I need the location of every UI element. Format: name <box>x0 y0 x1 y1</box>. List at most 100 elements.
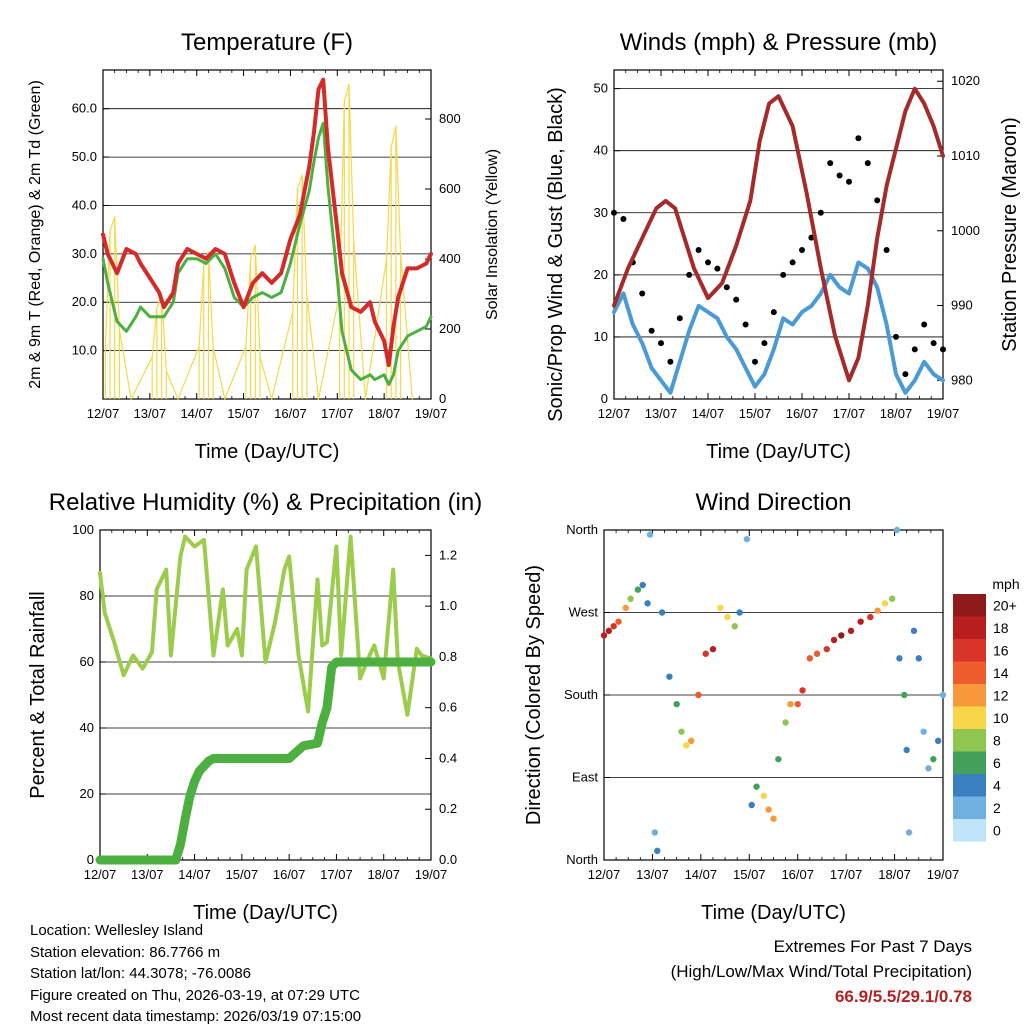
gust-point <box>695 247 702 254</box>
humidity-line <box>98 534 433 717</box>
gust-point <box>902 371 909 378</box>
direction-point <box>673 700 680 708</box>
colorbar-label: 2 <box>993 800 1001 816</box>
gust-point <box>667 358 674 365</box>
humidity-y2tick-label: 0.6 <box>439 700 457 715</box>
temperature-ytick-label: 60.0 <box>72 101 97 116</box>
direction-point <box>651 829 659 836</box>
temperature-xtick-label: 16/07 <box>274 406 307 421</box>
direction-point <box>615 618 622 625</box>
temperature-y2tick-label: 800 <box>439 111 461 126</box>
direction-point <box>888 595 896 602</box>
temperature-ylabel: 2m & 9m T (Red, Orange) & 2m Td (Green) <box>27 80 44 389</box>
direction-point <box>753 783 760 790</box>
wind_direction-ytick-label: South <box>564 687 598 702</box>
humidity-xlabel: Time (Day/UTC) <box>193 902 338 924</box>
winds-title: Winds (mph) & Pressure (mb) <box>620 29 937 56</box>
direction-point <box>658 609 666 616</box>
extremes-values: 66.9/5.5/29.1/0.78 <box>834 987 972 1006</box>
colorbar-label: 12 <box>993 687 1009 703</box>
gust-point <box>940 346 946 353</box>
direction-point <box>610 623 617 630</box>
colorbar-title: mph <box>992 576 1019 592</box>
winds-xtick-label: 13/07 <box>645 406 678 421</box>
colorbar-swatch <box>953 616 986 639</box>
station-info: Location: Wellesley Island Station eleva… <box>30 920 361 1028</box>
temperature-ytick-label: 30.0 <box>72 246 97 261</box>
gust-point <box>827 160 834 167</box>
gust-point <box>686 271 693 278</box>
temperature-line <box>101 77 433 368</box>
colorbar-swatch <box>953 729 986 752</box>
colorbar-swatch <box>953 819 986 842</box>
winds-xtick-label: 17/07 <box>833 406 866 421</box>
gust-point <box>921 321 928 328</box>
recent-text: Most recent data timestamp: 2026/03/19 0… <box>30 1008 362 1025</box>
humidity-ytick-label: 100 <box>72 522 94 537</box>
colorbar-label: 14 <box>993 665 1009 681</box>
gust-point <box>846 178 852 185</box>
colorbar-label: 10 <box>993 710 1009 726</box>
direction-point <box>874 607 881 614</box>
gust-point <box>714 265 721 272</box>
temperature-title: Temperature (F) <box>181 29 353 56</box>
gust-point <box>723 284 730 291</box>
gust-point <box>733 296 740 303</box>
gust-point <box>742 321 749 328</box>
direction-point <box>920 728 927 735</box>
direction-point <box>830 636 838 644</box>
gust-point <box>836 172 843 179</box>
direction-point <box>724 613 731 621</box>
direction-point <box>644 600 651 607</box>
direction-point <box>930 755 937 763</box>
direction-point <box>893 526 901 534</box>
gust-point <box>874 197 881 204</box>
direction-point <box>823 645 830 653</box>
direction-point <box>770 815 777 822</box>
gust-point <box>930 340 937 347</box>
wind_direction-xtick-label: 17/07 <box>830 867 863 882</box>
humidity-ytick-label: 0 <box>87 852 94 867</box>
direction-point <box>634 586 642 593</box>
colorbar-label: 6 <box>993 755 1001 771</box>
colorbar-swatch <box>953 751 986 774</box>
humidity-ytick-label: 20 <box>80 786 94 801</box>
temperature-xtick-label: 19/07 <box>415 406 448 421</box>
direction-point <box>666 673 673 680</box>
colorbar-label: 0 <box>993 822 1001 838</box>
colorbar-swatch <box>953 594 986 617</box>
temperature-ytick-label: 20.0 <box>72 294 97 309</box>
humidity-xtick-label: 19/07 <box>415 867 448 882</box>
gust-point <box>799 247 805 254</box>
winds-xtick-label: 15/07 <box>739 406 772 421</box>
direction-point <box>646 531 654 538</box>
winds-ylabel: Sonic/Prop Wind & Gust (Blue, Black) <box>545 87 567 422</box>
gust-point <box>639 290 646 297</box>
direction-point <box>934 737 942 745</box>
wind_direction-ytick-label: West <box>569 605 599 620</box>
direction-point <box>743 535 751 543</box>
direction-point <box>867 613 874 621</box>
wind_direction-ytick-label: East <box>572 770 598 785</box>
extremes-subtitle: (High/Low/Max Wind/Total Precipitation) <box>670 962 972 981</box>
colorbar-label: 18 <box>993 620 1009 636</box>
direction-point <box>806 655 814 662</box>
gust-point <box>648 327 655 334</box>
humidity-xtick-label: 13/07 <box>131 867 164 882</box>
wind_direction-xlabel: Time (Day/UTC) <box>701 902 846 924</box>
winds-xtick-label: 12/07 <box>598 406 631 421</box>
humidity-xtick-label: 18/07 <box>367 867 400 882</box>
gust-point <box>911 346 918 353</box>
created-text: Figure created on Thu, 2026-03-19, at 07… <box>30 986 360 1004</box>
colorbar-label: 16 <box>993 642 1009 658</box>
winds-y2tick-label: 1020 <box>951 73 980 88</box>
humidity-frame <box>99 529 432 861</box>
colorbar-swatch <box>953 796 986 819</box>
direction-ylabel: Direction (Colored By Speed) <box>523 565 545 825</box>
humidity-xtick-label: 16/07 <box>273 867 306 882</box>
gust-point <box>676 315 683 322</box>
direction-point <box>799 687 806 694</box>
temperature-xtick-label: 18/07 <box>368 406 401 421</box>
temperature-xtick-label: 17/07 <box>321 406 354 421</box>
direction-point <box>687 737 695 745</box>
